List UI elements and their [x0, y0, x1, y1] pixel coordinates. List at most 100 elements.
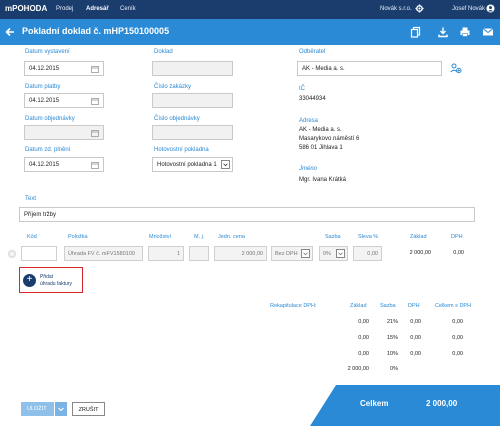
polozka-cell[interactable]: Úhrada FV č. mFV1580100 — [64, 246, 143, 261]
col-mj: M. j. — [194, 234, 205, 240]
recap-zaklad: 0,00 — [358, 319, 369, 325]
recap-sazba: 15% — [386, 335, 398, 341]
nav-adresar[interactable]: Adresář — [86, 6, 109, 12]
chevron-down-icon[interactable] — [336, 249, 345, 258]
total-label: Celkem — [360, 399, 389, 408]
print-icon[interactable] — [459, 26, 471, 38]
cancel-button-label: ZRUŠIT — [78, 407, 99, 413]
odberatel-label: Odběratel — [299, 49, 326, 55]
datum-platby-label: Datum platby — [25, 84, 61, 90]
zaklad-value: 2 000,00 — [409, 250, 431, 256]
cena-typ-value: Bez DPH — [275, 251, 298, 257]
nav-prodej[interactable]: Prodej — [56, 6, 74, 12]
adresa-line2: Masarykovo náměstí 6 — [299, 136, 360, 142]
cancel-button[interactable]: ZRUŠIT — [72, 402, 105, 416]
col-kod: Kód — [27, 234, 37, 240]
cislo-objednavky-field[interactable] — [152, 125, 233, 140]
col-mnozstvi: Množství — [149, 234, 172, 240]
sazba-value: 0% — [323, 251, 331, 257]
contacts-icon[interactable] — [450, 62, 462, 74]
cena-typ-select[interactable]: Bez DPH — [271, 246, 313, 261]
hotovostni-pokladna-select[interactable]: Hotovostní pokladna 1 — [152, 157, 233, 172]
datum-platby-value: 04.12.2015 — [29, 98, 60, 104]
datum-objednavky-field[interactable] — [24, 125, 104, 140]
jedn-cena-value: 2 000,00 — [241, 251, 263, 257]
download-icon[interactable] — [437, 26, 449, 38]
doklad-field[interactable] — [152, 61, 233, 76]
odberatel-field[interactable]: AK - Media a. s. — [297, 61, 442, 76]
total-panel — [310, 385, 500, 426]
recap-zaklad: 0,00 — [358, 335, 369, 341]
cislo-objednavky-label: Číslo objednávky — [154, 116, 200, 122]
calendar-icon[interactable] — [91, 97, 99, 105]
col-jedn-cena: Jedn. cena — [218, 234, 245, 240]
adresa-line3: 586 01 Jihlava 1 — [299, 145, 343, 151]
user-avatar-icon[interactable] — [486, 4, 495, 13]
datum-zd-plneni-field[interactable]: 04.12.2015 — [24, 157, 104, 172]
calendar-icon[interactable] — [91, 65, 99, 73]
col-zaklad: Základ — [410, 234, 427, 240]
sleva-value: 0,00 — [367, 251, 378, 257]
jmeno-value: Mgr. Ivana Krátká — [299, 177, 347, 183]
recap-col-dph: DPH — [408, 303, 420, 309]
ic-value: 33044934 — [299, 96, 326, 102]
recap-col-celkem: Celkem s DPH — [435, 303, 472, 309]
mj-cell[interactable] — [189, 246, 209, 261]
chevron-down-icon[interactable] — [221, 160, 230, 169]
chevron-down-icon — [58, 407, 64, 412]
hotovostni-pokladna-value: Hotovostní pokladna 1 — [157, 162, 217, 168]
doklad-label: Doklad — [154, 49, 173, 55]
calendar-icon[interactable] — [91, 129, 99, 137]
col-sazba: Sazba — [325, 234, 341, 240]
top-nav-bar: mPOHODA Prodej Adresář Ceník Novák s.r.o… — [0, 0, 500, 19]
sazba-select[interactable]: 0% — [319, 246, 348, 261]
remove-row-icon[interactable] — [7, 249, 17, 259]
user-name[interactable]: Josef Novák — [452, 6, 486, 12]
text-label: Text — [25, 196, 37, 202]
datum-platby-field[interactable]: 04.12.2015 — [24, 93, 104, 108]
recap-sazba: 10% — [386, 351, 398, 357]
kod-cell[interactable] — [21, 246, 57, 261]
dph-value: 0,00 — [453, 250, 464, 256]
total-value: 2 000,00 — [426, 399, 458, 408]
company-name[interactable]: Novák s.r.o. — [380, 6, 412, 12]
email-icon[interactable] — [482, 26, 494, 38]
gear-icon[interactable] — [415, 4, 424, 13]
datum-zd-plneni-value: 04.12.2015 — [29, 162, 60, 168]
plus-icon: + — [23, 274, 36, 287]
jedn-cena-cell[interactable]: 2 000,00 — [214, 246, 267, 261]
calendar-icon[interactable] — [91, 161, 99, 169]
datum-zd-plneni-label: Datum zd. plnění — [25, 147, 71, 153]
adresa-line1: AK - Media a. s. — [299, 127, 342, 133]
recap-celkem: 0,00 — [452, 351, 463, 357]
col-polozka: Položka — [68, 234, 88, 240]
sleva-cell[interactable]: 0,00 — [353, 246, 382, 261]
add-payment-line1: Přidat — [40, 274, 54, 280]
polozka-value: Úhrada FV č. mFV1580100 — [68, 251, 135, 257]
document-title-bar: Pokladní doklad č. mHP150100005 — [0, 19, 500, 45]
recap-sazba: 0% — [390, 366, 398, 372]
app-brand[interactable]: mPOHODA — [5, 4, 48, 13]
cislo-zakazky-field[interactable] — [152, 93, 233, 108]
save-button[interactable]: ULOŽIT — [21, 402, 59, 416]
datum-vystaveni-field[interactable]: 04.12.2015 — [24, 61, 104, 76]
datum-vystaveni-value: 04.12.2015 — [29, 66, 60, 72]
col-sleva: Sleva % — [358, 234, 379, 240]
page-title: Pokladní doklad č. mHP150100005 — [22, 26, 170, 36]
recap-col-sazba: Sazba — [380, 303, 396, 309]
col-dph: DPH — [451, 234, 463, 240]
save-options-button[interactable] — [54, 402, 67, 416]
odberatel-value: AK - Media a. s. — [302, 66, 345, 72]
mnozstvi-cell[interactable]: 1 — [148, 246, 184, 261]
recap-title: Rekapitulace DPH: — [270, 303, 317, 309]
nav-cenik[interactable]: Ceník — [120, 6, 136, 12]
back-arrow-icon[interactable] — [4, 26, 16, 38]
recap-dph: 0,00 — [410, 351, 421, 357]
recap-zaklad: 2 000,00 — [347, 366, 369, 372]
cislo-zakazky-label: Číslo zakázky — [154, 84, 192, 90]
copy-icon[interactable] — [410, 26, 422, 38]
recap-dph: 0,00 — [410, 335, 421, 341]
chevron-down-icon[interactable] — [301, 249, 310, 258]
add-payment-button[interactable]: + Přidat úhradu faktury — [19, 267, 83, 293]
text-field[interactable]: Příjem tržby — [19, 207, 475, 222]
